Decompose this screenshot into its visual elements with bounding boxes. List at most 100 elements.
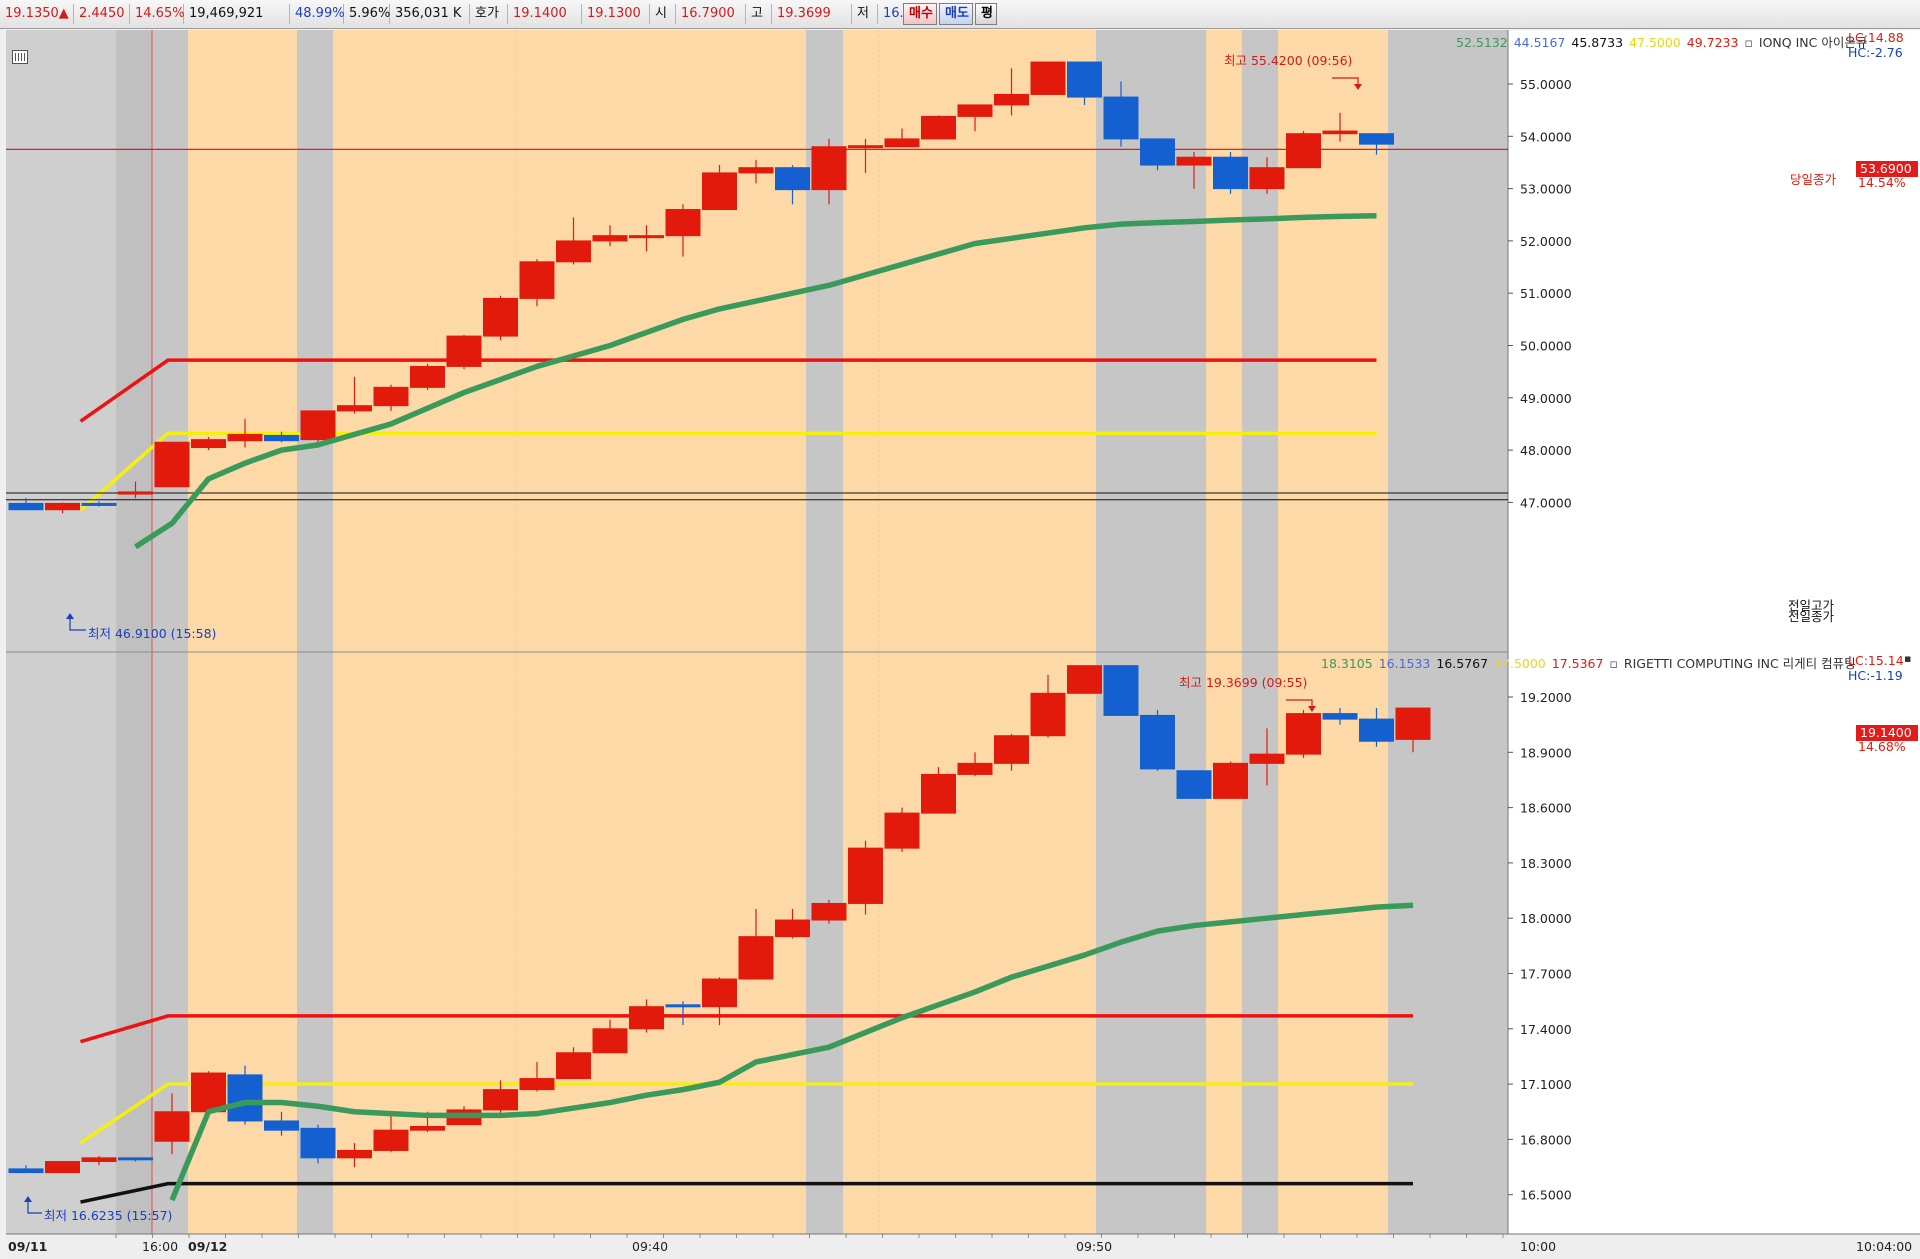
candle-body: [702, 978, 737, 1008]
candle-body: [373, 1129, 409, 1151]
sell-button[interactable]: 매도: [939, 3, 973, 25]
candle: [45, 502, 80, 514]
after-hours-shade: [116, 30, 152, 1234]
candle: [1322, 112, 1358, 142]
candle: [1030, 674, 1066, 738]
x-tick-label: 16:00: [142, 1239, 178, 1254]
candle-body: [337, 1149, 372, 1159]
candle: [118, 1157, 153, 1162]
candle: [556, 1047, 591, 1080]
panel-rgti-lc: LC:15.14: [1848, 653, 1904, 668]
candle-body: [702, 172, 737, 211]
legend-value-5: 17.5367: [1551, 656, 1604, 671]
legend-value-1: 18.3105: [1321, 656, 1373, 671]
panel-rgti-low-annotation: 최저 16.6235 (15:57): [44, 1208, 173, 1223]
candle-body: [811, 902, 847, 921]
candle: [337, 1143, 372, 1168]
upper-band-line: [80, 1014, 1413, 1044]
candle-body: [665, 209, 701, 237]
panel-rgti-title: RIGETTI COMPUTING INC 리게티 컴퓨팅: [1623, 656, 1856, 671]
lower-band-line: [80, 1181, 1413, 1204]
candle: [592, 225, 628, 247]
y-tick-label: 18.3000: [1520, 856, 1572, 871]
candle-body: [446, 335, 482, 367]
candle-body: [483, 297, 518, 337]
candle: [8, 1165, 44, 1174]
x-tick-label: 09/11: [8, 1239, 47, 1254]
y-tick-label: 54.0000: [1520, 129, 1572, 144]
time-axis-background: [6, 1234, 1920, 1259]
candle: [556, 217, 591, 265]
candle-body: [519, 261, 555, 299]
candle: [1103, 665, 1139, 716]
panel-rgti-price-tag: 19.1400: [1856, 725, 1918, 741]
candle: [410, 363, 445, 390]
candle: [446, 335, 482, 370]
x-tick-label: 10:00: [1520, 1239, 1556, 1254]
candle: [519, 1061, 555, 1092]
candle-body: [556, 240, 591, 263]
candle: [483, 295, 518, 341]
candle-body: [154, 1111, 190, 1142]
panel-ionq-price-tag: 53.6900: [1856, 161, 1918, 177]
panel-ionq-title: IONQ INC 아이온큐: [1758, 35, 1868, 50]
candle-body: [1359, 133, 1394, 145]
legend-marker-icon[interactable]: ▫: [1609, 656, 1618, 671]
chart-grid-icon[interactable]: [12, 50, 28, 64]
panel-ionq-prev-high-label: 전일고가: [1788, 598, 1835, 613]
candle: [957, 104, 993, 132]
candle: [775, 908, 810, 939]
candle: [1103, 81, 1139, 147]
candle-body: [410, 1125, 445, 1131]
candle: [592, 1019, 628, 1054]
candle-body: [592, 1028, 628, 1054]
candle-body: [300, 410, 336, 441]
candle: [1176, 151, 1212, 189]
candle-body: [775, 167, 810, 191]
candle-body: [1176, 770, 1212, 799]
candle: [811, 899, 847, 924]
candle: [665, 1001, 701, 1026]
y-tick-label: 19.2000: [1520, 690, 1572, 705]
session-shade: [188, 30, 297, 1234]
candle-body: [227, 433, 263, 442]
candle: [775, 165, 810, 205]
candle: [884, 807, 920, 852]
panel-ionq-low-annotation: 최저 46.9100 (15:58): [88, 626, 217, 641]
y-tick-label: 47.0000: [1520, 495, 1572, 510]
y-tick-label: 55.0000: [1520, 77, 1572, 92]
candle-body: [337, 405, 372, 412]
bid-price-1: 19.1400: [508, 4, 582, 24]
candle-body: [957, 104, 993, 117]
candle-body: [1067, 665, 1102, 694]
middle-band-line: [79, 1082, 1413, 1145]
panel-close-icon[interactable]: ▪: [1904, 652, 1912, 665]
candle: [665, 204, 701, 257]
high-marker-arrow: [1286, 699, 1313, 708]
legend-marker-icon[interactable]: ▫: [1744, 35, 1753, 50]
candle: [81, 1155, 117, 1166]
candlestick-chart[interactable]: 55.0000 54.0000 53.0000 52.0000 51.0000 50.00…: [6, 30, 1920, 1259]
candle-body: [483, 1089, 518, 1111]
candle: [337, 376, 372, 414]
candle-body: [994, 93, 1029, 106]
average-button[interactable]: 평: [975, 3, 997, 25]
candle-body: [410, 365, 445, 388]
candle: [264, 431, 299, 443]
y-tick-label: 53.0000: [1520, 182, 1572, 197]
candle: [264, 1111, 299, 1136]
candle-body: [373, 386, 409, 407]
low-marker-arrow-head: [24, 1196, 32, 1202]
candle: [1140, 709, 1175, 771]
candle: [45, 1161, 80, 1174]
buy-button[interactable]: 매수: [903, 3, 937, 25]
change-percent: 14.65%: [130, 4, 185, 24]
bid-label: 호가: [470, 4, 508, 24]
candle: [629, 225, 664, 252]
candle-body: [1067, 61, 1102, 98]
candle: [1030, 61, 1066, 95]
candle: [994, 68, 1029, 116]
chart-frame[interactable]: 55.0000 54.0000 53.0000 52.0000 51.0000 50.00…: [6, 30, 1920, 1259]
candle-body: [8, 502, 44, 511]
high-marker-arrow-head: [1354, 84, 1362, 90]
